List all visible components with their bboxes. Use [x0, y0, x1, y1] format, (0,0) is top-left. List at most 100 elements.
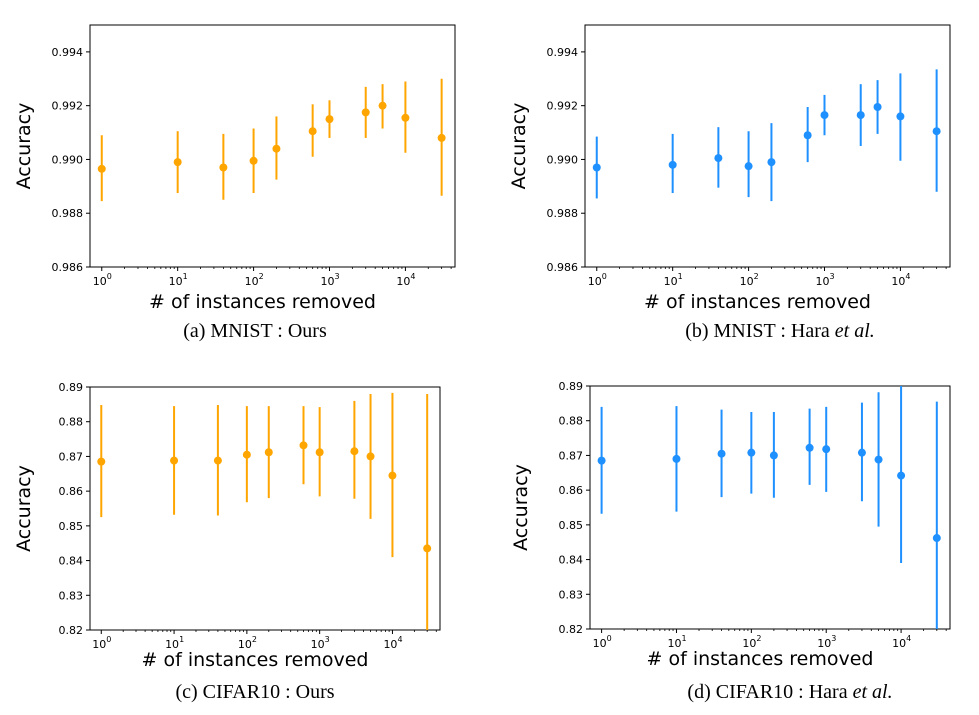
- x-tick-label: 10: [311, 638, 325, 651]
- data-point: [97, 457, 106, 466]
- y-tick-label: 0.84: [59, 555, 84, 568]
- x-tick-label: 10: [165, 638, 179, 651]
- x-tick-label: 10: [892, 637, 906, 650]
- x-axis-label: # of instances removed: [149, 291, 376, 313]
- data-point: [361, 108, 370, 117]
- chart-panel-b: 0.986 0.988 0.990 0.992 0.994 10 0 10 1 10 2 10 3 10 4…: [495, 0, 979, 320]
- y-tick-label: 0.83: [59, 589, 84, 602]
- x-tick-exponent: 3: [325, 635, 330, 644]
- y-tick-label: 0.986: [52, 261, 84, 274]
- data-point: [272, 144, 281, 153]
- x-tick-label: 10: [891, 275, 905, 288]
- y-axis-label: Accuracy: [13, 103, 35, 190]
- plot-frame-b: [584, 24, 951, 268]
- y-tick-label: 0.992: [547, 100, 579, 113]
- y-axis-label: Accuracy: [510, 464, 532, 551]
- y-tick-label: 0.84: [559, 554, 584, 567]
- data-point: [299, 441, 308, 450]
- data-point: [897, 471, 906, 480]
- data-point: [856, 111, 865, 120]
- data-point: [264, 448, 273, 457]
- x-axis-label: # of instances removed: [644, 291, 871, 313]
- y-tick-label: 0.86: [59, 485, 84, 498]
- y-tick-label: 0.990: [52, 153, 84, 166]
- y-tick-label: 0.89: [59, 381, 84, 394]
- x-tick-exponent: 4: [906, 634, 911, 643]
- data-point: [219, 163, 228, 172]
- data-point: [423, 544, 432, 553]
- x-tick-exponent: 2: [754, 272, 759, 281]
- plot-frame-a: [89, 24, 456, 268]
- x-tick-exponent: 2: [252, 635, 257, 644]
- data-point: [97, 164, 106, 173]
- series-d: [597, 386, 941, 629]
- data-point: [744, 162, 753, 171]
- x-tick-exponent: 0: [607, 634, 612, 643]
- x-tick-exponent: 3: [829, 272, 834, 281]
- x-tick-exponent: 1: [681, 634, 686, 643]
- data-point: [173, 158, 182, 167]
- y-tick-label: 0.986: [547, 261, 579, 274]
- plot-frame-d: [589, 385, 951, 630]
- x-tick-exponent: 1: [678, 272, 683, 281]
- caption-a-main: (a) MNIST : Ours: [183, 320, 327, 342]
- data-point: [769, 451, 778, 460]
- x-axis-label: # of instances removed: [142, 649, 369, 671]
- data-point: [592, 163, 601, 172]
- data-point: [315, 448, 324, 457]
- y-tick-label: 0.990: [547, 153, 579, 166]
- y-tick-label: 0.994: [547, 46, 579, 59]
- y-tick-label: 0.87: [559, 449, 584, 462]
- data-point: [213, 456, 222, 465]
- x-tick-label: 10: [92, 638, 106, 651]
- chart-panel-c: 0.82 0.83 0.84 0.85 0.86 0.87 0.88 0.89 10 0 10 1 10…: [0, 360, 490, 680]
- caption-d-italic: et al.: [852, 681, 893, 703]
- x-axis-label: # of instances removed: [647, 648, 874, 670]
- caption-b-main: (b) MNIST : Hara: [685, 320, 835, 342]
- x-tick-label: 10: [593, 637, 607, 650]
- data-point: [747, 448, 756, 457]
- caption-b-italic: et al.: [834, 320, 875, 342]
- data-point: [873, 103, 882, 112]
- x-tick-label: 10: [245, 275, 259, 288]
- x-tick-exponent: 2: [756, 634, 761, 643]
- plot-frame-c: [89, 386, 441, 631]
- x-tick-label: 10: [169, 275, 183, 288]
- x-tick-label: 10: [396, 275, 410, 288]
- y-tick-label: 0.83: [559, 588, 584, 601]
- x-tick-exponent: 3: [831, 634, 836, 643]
- chart-panel-a: 0.986 0.988 0.990 0.992 0.994 10 0 10 1 10 2 10 3 10 4…: [0, 0, 490, 320]
- data-point: [803, 131, 812, 140]
- y-tick-label: 0.85: [559, 519, 584, 532]
- x-tick-exponent: 4: [905, 272, 910, 281]
- data-point: [857, 448, 866, 457]
- x-tick-exponent: 3: [334, 272, 339, 281]
- caption-a: (a) MNIST : Ours: [90, 320, 420, 343]
- y-tick-label: 0.87: [59, 450, 84, 463]
- caption-d: (d) CIFAR10 : Hara et al.: [610, 681, 970, 704]
- x-tick-exponent: 1: [183, 272, 188, 281]
- data-point: [896, 112, 905, 121]
- x-tick-label: 10: [93, 275, 107, 288]
- data-point: [308, 127, 317, 136]
- y-tick-label: 0.85: [59, 520, 84, 533]
- y-tick-label: 0.82: [59, 624, 84, 637]
- data-point: [388, 471, 397, 480]
- y-tick-label: 0.988: [52, 207, 84, 220]
- data-point: [597, 456, 606, 465]
- data-point: [820, 111, 829, 120]
- series-a: [97, 78, 446, 202]
- y-tick-label: 0.88: [59, 416, 84, 429]
- x-tick-label: 10: [383, 638, 397, 651]
- data-point: [401, 113, 410, 122]
- data-point: [668, 160, 677, 169]
- data-point: [714, 154, 723, 163]
- data-point: [350, 447, 359, 456]
- x-tick-exponent: 2: [259, 272, 264, 281]
- caption-b: (b) MNIST : Hara et al.: [600, 320, 960, 343]
- y-tick-label: 0.994: [52, 46, 84, 59]
- y-tick-label: 0.86: [559, 484, 584, 497]
